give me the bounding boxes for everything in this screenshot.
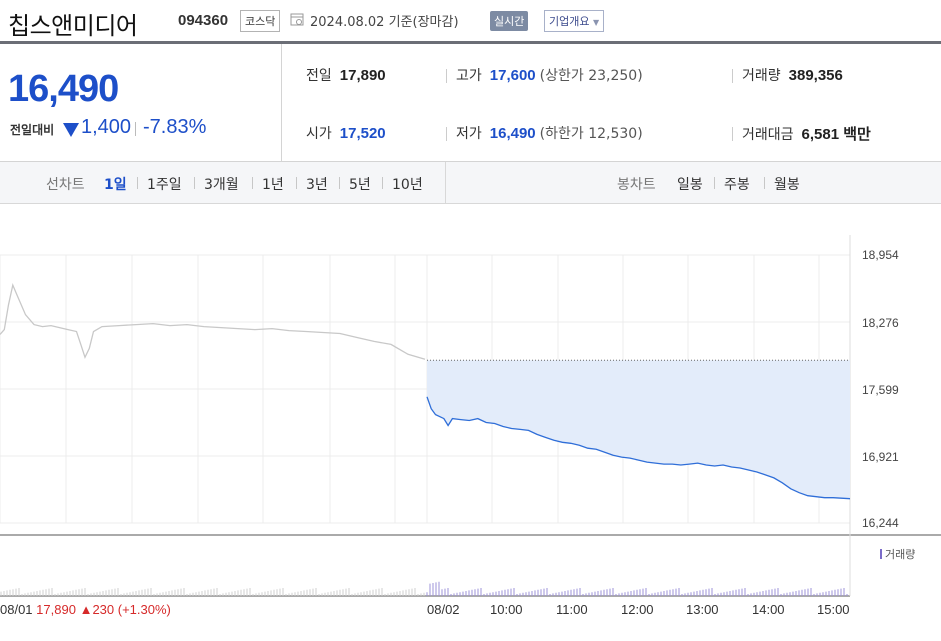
divider — [445, 162, 446, 204]
divider — [732, 127, 733, 141]
y-tick-label: 16,921 — [862, 450, 899, 464]
divider — [382, 177, 383, 189]
chart-canvas — [0, 235, 941, 597]
candle-chart-label: 봉차트 — [617, 177, 656, 193]
divider — [446, 127, 447, 141]
y-tick-label: 16,244 — [862, 516, 899, 530]
diff-amount: 1,400 — [81, 116, 132, 138]
chart-tab-bar: 선차트 1일 1주일 3개월 1년 3년 5년 10년 봉차트 일봉 주봉 월봉 — [0, 162, 941, 204]
x-tick-label: 10:00 — [490, 602, 523, 617]
current-price: 16,490 — [8, 68, 119, 110]
tab-5y[interactable]: 5년 — [349, 177, 371, 193]
x-tick-label: 12:00 — [621, 602, 654, 617]
x-tick-label: 08/02 — [427, 602, 460, 617]
price-chart: 18,954 18,276 17,599 16,921 16,244 거래량 0… — [0, 205, 941, 641]
down-triangle-icon — [63, 123, 79, 137]
tab-weekly[interactable]: 주봉 — [724, 177, 750, 193]
tab-1d[interactable]: 1일 — [104, 177, 127, 193]
y-tick-label: 18,954 — [862, 248, 899, 262]
divider — [446, 69, 447, 83]
prev-day-info: 08/01 17,890 ▲230 (+1.30%) — [0, 602, 171, 617]
divider — [137, 177, 138, 189]
x-tick-label: 14:00 — [752, 602, 785, 617]
stat-high: 고가 17,600 (상한가 23,250) — [456, 67, 643, 84]
realtime-button[interactable]: 실시간 — [490, 11, 529, 31]
divider — [296, 177, 297, 189]
tab-10y[interactable]: 10년 — [392, 177, 423, 193]
divider — [252, 177, 253, 189]
divider — [194, 177, 195, 189]
stat-volume: 거래량 389,356 — [742, 67, 843, 84]
y-tick-label: 18,276 — [862, 316, 899, 330]
divider — [764, 177, 765, 189]
divider — [732, 69, 733, 83]
calendar-icon — [290, 13, 304, 26]
price-line-08-01 — [0, 282, 426, 360]
stat-prev-close: 전일 17,890 — [306, 67, 386, 84]
x-tick-label: 13:00 — [686, 602, 719, 617]
chevron-down-icon: ▼ — [592, 18, 600, 27]
company-name: 칩스앤미디어 — [8, 12, 138, 40]
diff-percent: -7.83% — [143, 116, 207, 138]
area-fill — [427, 360, 850, 499]
stock-code: 094360 — [178, 12, 229, 29]
tab-3y[interactable]: 3년 — [306, 177, 328, 193]
tab-daily[interactable]: 일봉 — [677, 177, 703, 193]
base-date: 2024.08.02 기준(장마감) — [310, 15, 459, 30]
divider — [714, 177, 715, 189]
tab-1w[interactable]: 1주일 — [147, 177, 182, 193]
stat-open: 시가 17,520 — [306, 125, 386, 142]
divider — [339, 177, 340, 189]
tab-1y[interactable]: 1년 — [262, 177, 284, 193]
volume-legend-swatch — [880, 549, 882, 559]
tab-monthly[interactable]: 월봉 — [774, 177, 800, 193]
tab-3m[interactable]: 3개월 — [204, 177, 239, 193]
market-badge: 코스닥 — [240, 10, 281, 32]
x-tick-label: 15:00 — [817, 602, 850, 617]
volume-legend: 거래량 — [880, 546, 915, 562]
stock-header: 칩스앤미디어 094360 코스닥 2024.08.02 기준(장마감) 실시간… — [0, 0, 941, 44]
y-tick-label: 17,599 — [862, 383, 899, 397]
line-chart-label: 선차트 — [46, 177, 85, 193]
current-price-panel: 16,490 전일대비 1,400 -7.83% — [0, 44, 282, 162]
divider — [135, 122, 136, 136]
up-triangle-icon: ▲ — [79, 602, 93, 617]
x-tick-label: 11:00 — [556, 602, 588, 617]
company-overview-dropdown[interactable]: 기업개요 ▼ — [544, 10, 605, 32]
price-summary: 16,490 전일대비 1,400 -7.83% 전일 17,890 시가 17,5… — [0, 44, 941, 162]
price-line-08-02 — [426, 396, 851, 500]
stat-low: 저가 16,490 (하한가 12,530) — [456, 125, 643, 142]
diff-label: 전일대비 — [10, 123, 55, 137]
stat-amount: 거래대금 6,581 백만 — [742, 126, 871, 143]
